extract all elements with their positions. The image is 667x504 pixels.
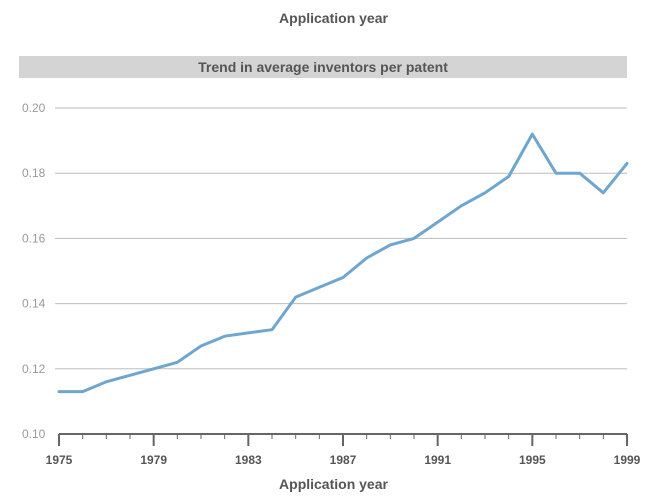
chart-title: Trend in average inventors per patent <box>198 59 448 75</box>
x-tick-label: 1995 <box>519 453 546 467</box>
x-tick-label: 1979 <box>140 453 167 467</box>
x-axis-label: Application year <box>279 476 388 492</box>
x-tick-label: 1991 <box>424 453 451 467</box>
x-tick-label: 1983 <box>235 453 262 467</box>
chart-title-banner: Trend in average inventors per patent <box>19 56 627 78</box>
x-tick-label: 1987 <box>330 453 357 467</box>
y-tick-label: 0.18 <box>22 166 46 180</box>
series-line <box>57 132 629 394</box>
x-tick-label: 1975 <box>46 453 73 467</box>
y-tick-label: 0.20 <box>22 101 46 115</box>
series-group <box>57 132 629 394</box>
top-axis-label: Application year <box>279 10 388 26</box>
y-tick-label: 0.16 <box>22 231 46 245</box>
x-axis: 1975 1979 1983 1987 1991 1995 1999 <box>46 433 641 467</box>
y-tick-label: 0.12 <box>22 362 46 376</box>
y-tick-label: 0.14 <box>22 297 46 311</box>
y-tick-labels: 0.10 0.12 0.14 0.16 0.18 0.20 <box>22 101 46 441</box>
y-tick-label: 0.10 <box>22 427 46 441</box>
x-tick-label: 1999 <box>614 453 641 467</box>
